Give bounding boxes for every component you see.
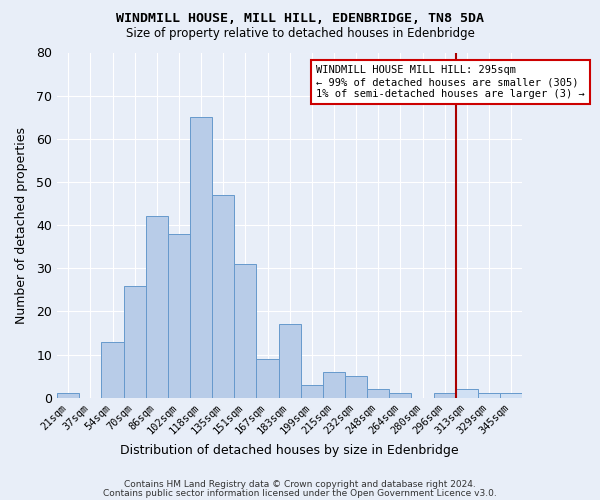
Bar [256, 359, 278, 398]
Text: WINDMILL HOUSE MILL HILL: 295sqm
← 99% of detached houses are smaller (305)
1% o: WINDMILL HOUSE MILL HILL: 295sqm ← 99% o… [316, 66, 585, 98]
Bar [323, 372, 345, 398]
Bar [345, 376, 367, 398]
Bar [168, 234, 190, 398]
X-axis label: Distribution of detached houses by size in Edenbridge: Distribution of detached houses by size … [121, 444, 459, 458]
Bar [190, 117, 212, 398]
Bar [212, 195, 235, 398]
Y-axis label: Number of detached properties: Number of detached properties [15, 126, 28, 324]
Bar [57, 394, 79, 398]
Text: Size of property relative to detached houses in Edenbridge: Size of property relative to detached ho… [125, 28, 475, 40]
Bar [124, 286, 146, 398]
Bar [389, 394, 412, 398]
Bar [456, 389, 478, 398]
Bar [278, 324, 301, 398]
Bar [101, 342, 124, 398]
Bar [367, 389, 389, 398]
Bar [478, 394, 500, 398]
Bar [235, 264, 256, 398]
Text: Contains HM Land Registry data © Crown copyright and database right 2024.: Contains HM Land Registry data © Crown c… [124, 480, 476, 489]
Text: WINDMILL HOUSE, MILL HILL, EDENBRIDGE, TN8 5DA: WINDMILL HOUSE, MILL HILL, EDENBRIDGE, T… [116, 12, 484, 26]
Bar [146, 216, 168, 398]
Bar [301, 385, 323, 398]
Bar [434, 394, 456, 398]
Bar [500, 394, 522, 398]
Text: Contains public sector information licensed under the Open Government Licence v3: Contains public sector information licen… [103, 488, 497, 498]
